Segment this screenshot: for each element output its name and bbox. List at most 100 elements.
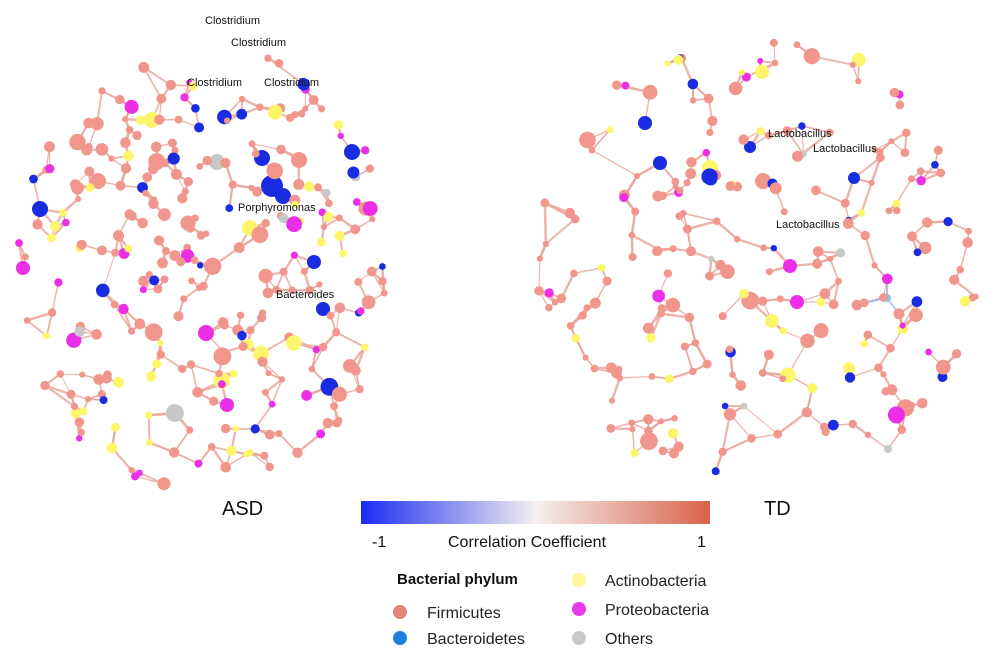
network-node [757,57,764,64]
network-node [816,297,826,307]
legend-label-others: Others [605,631,653,648]
network-node [718,312,727,321]
td-nodes [534,38,979,476]
network-node [534,286,544,296]
network-node [652,190,664,202]
network-node [142,172,153,182]
network-node [916,167,925,175]
network-node [643,414,654,425]
network-node [197,262,204,269]
network-node [258,268,273,283]
network-edge [591,149,638,177]
network-node [150,141,162,153]
network-node [886,384,898,396]
network-node [780,208,788,216]
network-node [115,180,126,191]
network-node [74,326,85,337]
network-node [783,259,797,273]
network-node [355,385,364,394]
network-node [705,271,715,281]
network-edge [160,353,183,370]
network-node [305,285,315,295]
network-node [226,445,237,456]
network-node [217,317,229,328]
network-node [606,126,614,134]
network-node [267,104,283,120]
network-node [811,185,821,196]
network-node [257,313,267,323]
network-node [301,390,312,401]
network-node [145,411,153,419]
asd-title: ASD [222,498,263,520]
network-node [909,308,923,322]
network-node [79,407,88,416]
network-node [40,380,50,391]
network-node [361,146,370,155]
network-node [45,164,55,174]
network-node [835,277,842,285]
network-node [672,183,679,190]
network-node [127,211,137,221]
network-node [295,153,303,161]
network-node [113,230,124,242]
network-node [851,299,863,311]
network-node [629,426,636,433]
network-node [260,451,269,460]
network-node [895,100,905,110]
network-node [122,116,129,123]
network-node [631,207,640,216]
network-node [236,311,245,319]
network-node [16,261,30,275]
network-node [917,398,928,409]
network-node [54,278,63,287]
network-edge [870,157,882,184]
network-node [757,65,765,74]
network-node [733,235,741,243]
network-node [907,231,917,242]
network-node [676,187,684,194]
network-edge [683,212,717,222]
network-node [646,333,656,343]
network-node [160,275,169,284]
network-node [900,148,910,158]
network-node [318,342,328,352]
network-node [153,284,163,294]
network-node [256,103,264,111]
network-edge [543,202,548,244]
network-node [658,446,668,456]
network-node [190,256,199,265]
network-node [663,269,673,278]
network-node [110,300,119,309]
network-node [29,174,38,184]
network-node [874,363,883,373]
network-node [246,326,255,335]
network-node [380,289,388,297]
network-node [198,325,214,341]
network-node [264,429,275,440]
network-node [868,179,875,186]
network-node [156,350,165,359]
network-node [325,199,333,208]
network-node [125,126,134,134]
network-edge [776,411,808,436]
network-node [115,94,125,105]
network-node [848,419,857,429]
network-node [268,400,276,408]
network-node [128,327,136,335]
network-node [238,95,246,103]
network-node [291,111,299,119]
network-node [308,95,319,105]
network-node [262,388,269,396]
network-node [47,233,56,243]
network-node [334,230,345,241]
network-edge [860,182,873,214]
network-node [628,252,637,262]
network-node [689,367,697,376]
network-node [238,342,248,351]
network-edge [267,57,305,85]
network-node [307,255,321,269]
network-node [844,372,856,383]
network-node [776,295,784,303]
network-node [149,275,160,286]
network-node [702,359,712,369]
